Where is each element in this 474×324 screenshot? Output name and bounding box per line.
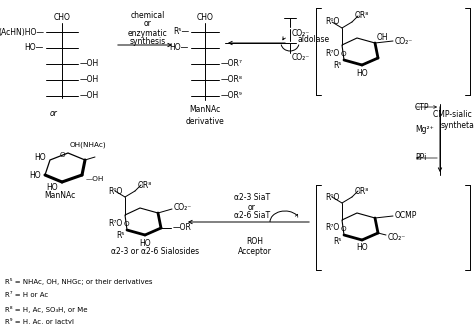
Text: α2-6 SiaT: α2-6 SiaT [234,212,270,221]
Text: —OR: —OR [173,224,192,233]
Text: —OH: —OH [80,75,99,85]
Text: O: O [340,51,346,57]
Text: or: or [248,202,256,212]
Text: α2-3 SiaT: α2-3 SiaT [234,193,270,202]
Text: HO—: HO— [25,43,44,52]
Text: HO: HO [356,244,368,252]
Text: —OH: —OH [86,176,104,182]
Text: HO: HO [35,154,46,163]
Text: CO₂⁻: CO₂⁻ [292,29,310,38]
Text: —OR⁸: —OR⁸ [221,75,243,85]
Text: OH: OH [377,32,389,41]
Text: CO₂⁻: CO₂⁻ [395,37,413,45]
Text: R⁸ = H, Ac, SO₃H, or Me: R⁸ = H, Ac, SO₃H, or Me [5,306,88,313]
Text: synthesis: synthesis [130,38,166,47]
Text: HO: HO [46,183,58,192]
Text: OR⁸: OR⁸ [138,180,152,190]
Text: R⁷O: R⁷O [109,218,123,227]
Text: OR⁸: OR⁸ [355,187,369,195]
Text: CO₂⁻: CO₂⁻ [174,202,192,212]
Text: Mg²⁺: Mg²⁺ [415,125,434,134]
Text: R⁵: R⁵ [334,237,342,246]
Text: CHO: CHO [54,14,71,22]
Text: HO—: HO— [170,43,189,52]
Text: O: O [340,226,346,232]
Text: OCMP: OCMP [395,212,418,221]
Text: (AcHN)HO—: (AcHN)HO— [0,28,44,37]
Text: O: O [123,221,129,227]
Text: HO: HO [356,68,368,77]
Text: CO₂⁻: CO₂⁻ [388,233,406,241]
Text: R⁰O: R⁰O [325,17,339,27]
Text: PPi: PPi [415,154,427,163]
Text: OH(NHAc): OH(NHAc) [70,142,107,148]
Text: —OH: —OH [80,60,99,68]
Text: OR⁸: OR⁸ [355,11,369,20]
Text: CTP: CTP [415,102,429,111]
Text: or: or [50,110,58,119]
Text: ROH: ROH [246,237,264,247]
Text: R⁷O: R⁷O [326,224,340,233]
Text: Acceptor: Acceptor [238,247,272,256]
Text: ManNAc: ManNAc [45,191,76,200]
Text: —OR⁹: —OR⁹ [221,91,243,100]
Text: O: O [59,152,65,158]
Text: HO: HO [29,170,41,179]
Text: α2-3 or α2-6 Sialosides: α2-3 or α2-6 Sialosides [111,248,199,257]
Text: —OR⁷: —OR⁷ [221,60,243,68]
Text: R⁵ = NHAc, OH, NHGc; or their derivatives: R⁵ = NHAc, OH, NHGc; or their derivative… [5,278,153,285]
Text: R⁰O: R⁰O [108,187,122,195]
Text: derivative: derivative [186,117,224,125]
Text: CHO: CHO [197,14,213,22]
Text: R⁷O: R⁷O [326,49,340,57]
Text: R⁵: R⁵ [334,62,342,71]
Text: R⁰O: R⁰O [325,192,339,202]
Text: HO: HO [139,238,151,248]
Text: aldolase: aldolase [298,36,330,44]
Text: R⁵—: R⁵— [173,28,189,37]
Text: R⁵: R⁵ [117,232,125,240]
Text: chemical: chemical [131,10,165,19]
Text: CO₂⁻: CO₂⁻ [292,53,310,63]
Text: R⁹ = H, Ac, or lactyl: R⁹ = H, Ac, or lactyl [5,318,74,324]
Text: or: or [144,19,152,29]
Text: —OH: —OH [80,91,99,100]
Text: enzymatic: enzymatic [128,29,168,38]
Text: ManNAc: ManNAc [190,106,220,114]
Text: CMP-sialic acid
synthetase: CMP-sialic acid synthetase [433,110,474,130]
Text: R⁷ = H or Ac: R⁷ = H or Ac [5,292,48,298]
